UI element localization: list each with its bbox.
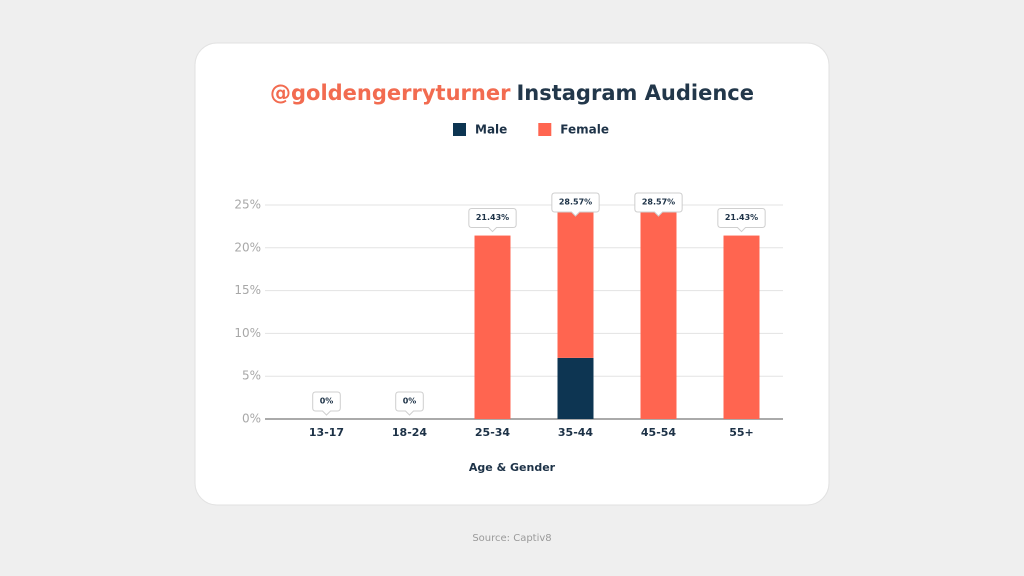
x-tick-label: 25-34 xyxy=(475,426,511,439)
legend-swatch xyxy=(453,123,466,136)
data-label-box xyxy=(468,208,517,233)
bar-segment xyxy=(723,235,760,419)
bar-segment xyxy=(474,235,511,419)
legend-label: Female xyxy=(560,123,609,137)
data-label-box xyxy=(395,391,424,416)
y-tick-label: 20% xyxy=(234,240,261,254)
x-tick-label: 45-54 xyxy=(641,426,677,439)
y-tick-label: 5% xyxy=(242,369,261,383)
x-axis-label: Age & Gender xyxy=(469,461,556,474)
x-tick-label: 55+ xyxy=(729,426,754,439)
y-tick-label: 25% xyxy=(234,198,261,212)
x-tick-label: 35-44 xyxy=(558,426,594,439)
source: Source: Captiv8 xyxy=(472,533,551,544)
bar-segment xyxy=(640,205,677,419)
x-tick-label: 18-24 xyxy=(392,426,428,439)
bar-segment xyxy=(557,205,594,358)
data-label: 0% xyxy=(403,397,417,406)
data-label-box xyxy=(634,192,683,217)
data-label: 21.43% xyxy=(476,213,509,222)
data-label-box xyxy=(717,208,766,233)
bar-segment xyxy=(557,357,594,419)
data-label-box xyxy=(551,192,600,217)
title-rest: Instagram Audience xyxy=(516,81,754,105)
y-tick-label: 0% xyxy=(242,412,261,426)
data-label: 0% xyxy=(320,397,334,406)
legend-label: Male xyxy=(475,123,507,137)
y-tick-label: 15% xyxy=(234,283,261,297)
y-tick-label: 10% xyxy=(234,326,261,340)
data-label: 28.57% xyxy=(559,198,592,207)
bars xyxy=(474,205,760,419)
x-tick-label: 13-17 xyxy=(309,426,344,439)
chart-title: @goldengerryturner Instagram Audience xyxy=(270,81,754,105)
title-handle: @goldengerryturner xyxy=(270,81,511,105)
data-label: 28.57% xyxy=(642,198,675,207)
legend-swatch xyxy=(538,123,552,136)
data-label-box xyxy=(312,391,341,416)
data-label: 21.43% xyxy=(725,213,758,222)
